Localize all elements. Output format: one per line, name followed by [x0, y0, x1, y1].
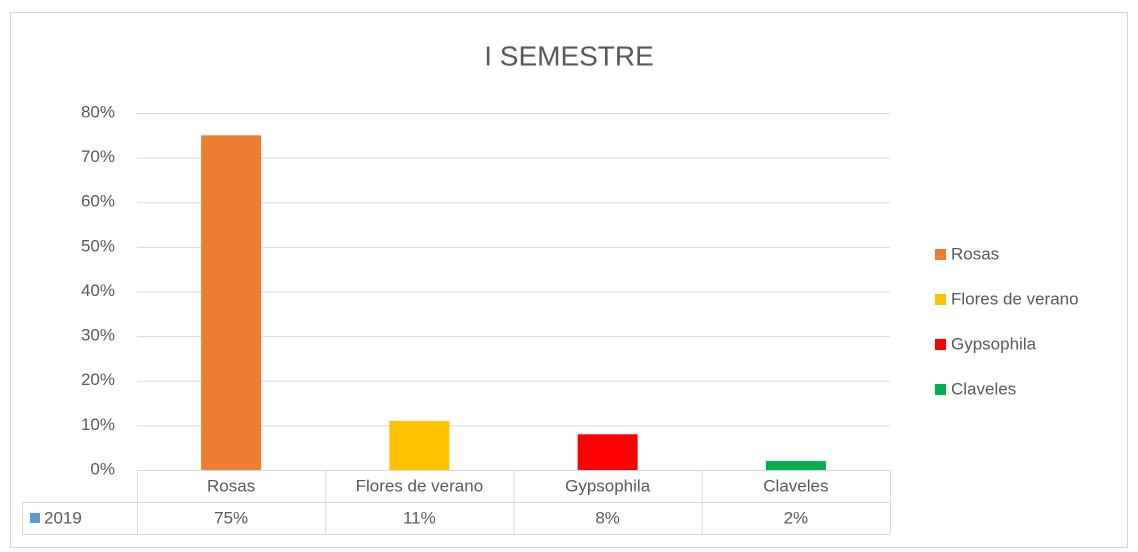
y-tick-label: 20% — [81, 370, 115, 389]
legend-label: Flores de verano — [951, 289, 1079, 308]
data-label: 11% — [403, 508, 436, 527]
bar — [765, 461, 826, 470]
y-tick-label: 10% — [81, 415, 115, 434]
x-tick-label: Flores de verano — [356, 476, 484, 495]
x-tick-label: Claveles — [763, 476, 828, 495]
chart-border — [10, 12, 1128, 548]
table-series-name: 2019 — [44, 508, 82, 527]
legend-label: Gypsophila — [951, 334, 1037, 353]
x-tick-label: Rosas — [207, 476, 255, 495]
legend-marker — [935, 294, 946, 305]
data-label: 75% — [214, 508, 248, 527]
legend-marker — [935, 249, 946, 260]
chart-title: I SEMESTRE — [484, 40, 654, 71]
legend-marker — [30, 513, 40, 523]
bar — [389, 420, 450, 470]
data-label: 8% — [595, 508, 620, 527]
y-tick-label: 30% — [81, 326, 115, 345]
x-tick-label: Gypsophila — [565, 476, 651, 495]
data-label: 2% — [784, 508, 809, 527]
y-tick-label: 60% — [81, 192, 115, 211]
legend-label: Rosas — [951, 244, 999, 263]
legend-marker — [935, 384, 946, 395]
y-tick-label: 40% — [81, 281, 115, 300]
y-tick-label: 50% — [81, 236, 115, 255]
y-tick-label: 0% — [90, 459, 115, 478]
bar — [201, 135, 262, 470]
y-tick-label: 80% — [81, 102, 115, 121]
legend-marker — [935, 339, 946, 350]
legend-label: Claveles — [951, 379, 1016, 398]
bar — [577, 434, 638, 470]
y-tick-label: 70% — [81, 147, 115, 166]
